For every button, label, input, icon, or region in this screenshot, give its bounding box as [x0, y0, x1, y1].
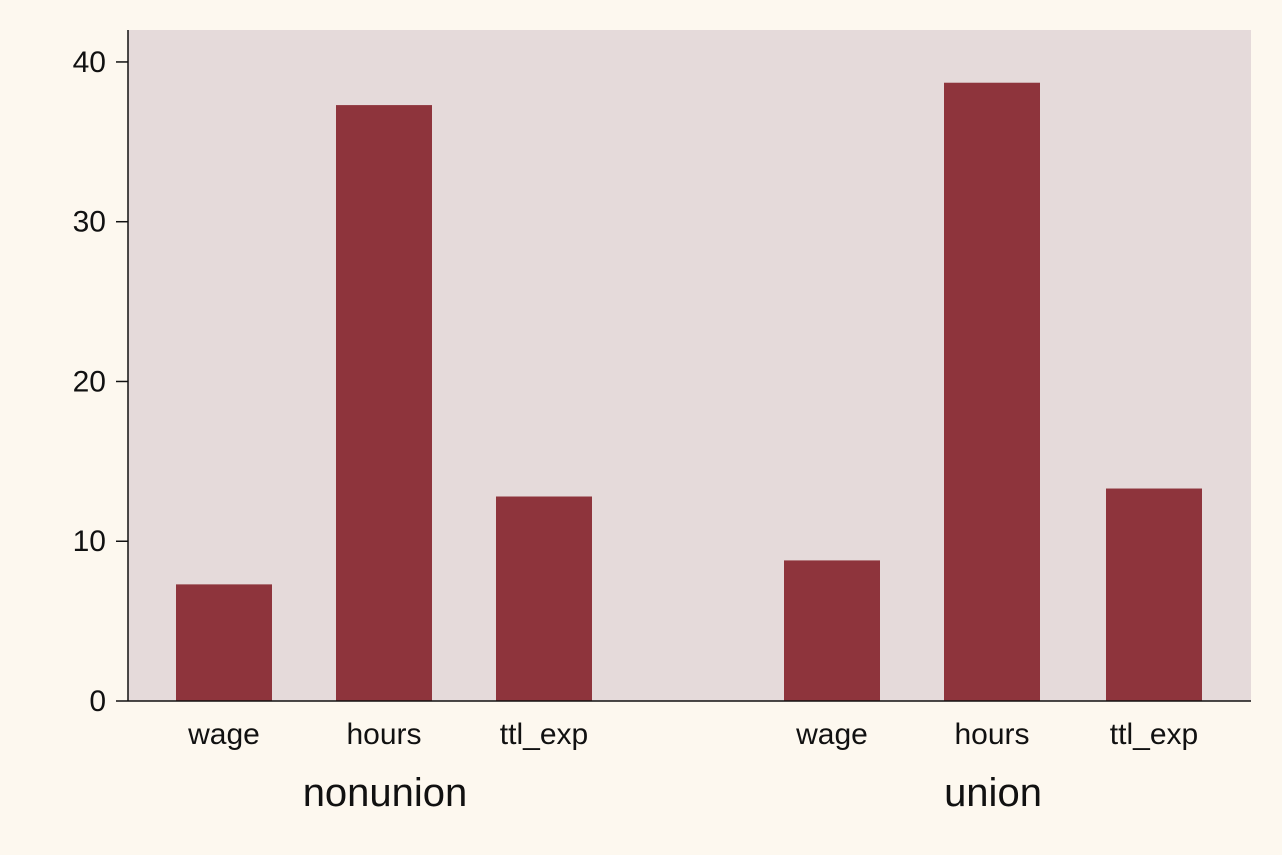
bar-nonunion-wage [176, 584, 272, 701]
y-tick-label: 10 [73, 525, 106, 558]
bar-nonunion-ttl_exp [496, 496, 592, 701]
x-category-label: hours [346, 718, 421, 751]
y-tick-label: 30 [73, 206, 106, 239]
x-category-label: ttl_exp [1110, 718, 1198, 751]
y-tick-label: 40 [73, 46, 106, 79]
y-tick-label: 0 [89, 685, 106, 718]
group-label-nonunion: nonunion [303, 771, 468, 815]
x-category-label: hours [954, 718, 1029, 751]
x-category-label: wage [795, 718, 868, 751]
y-tick-label: 20 [73, 365, 106, 398]
bar-union-ttl_exp [1106, 488, 1202, 701]
bar-nonunion-hours [336, 105, 432, 702]
group-label-union: union [944, 771, 1042, 815]
x-category-label: wage [187, 718, 260, 751]
x-category-label: ttl_exp [500, 718, 588, 751]
bar-union-hours [944, 82, 1040, 701]
bar-union-wage [784, 560, 880, 701]
plot-area [128, 30, 1251, 701]
